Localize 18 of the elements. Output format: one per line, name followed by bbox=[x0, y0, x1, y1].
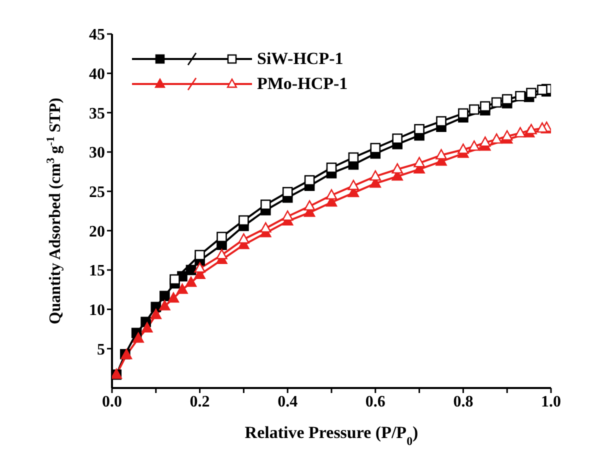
legend-label: PMo-HCP-1 bbox=[257, 74, 348, 94]
x-tick-label: 0.2 bbox=[190, 393, 210, 410]
y-tick-label: 15 bbox=[89, 262, 105, 280]
x-tick-label: 1.0 bbox=[541, 393, 561, 410]
y-tick-label: 20 bbox=[89, 223, 105, 240]
x-tick-label: 0.8 bbox=[453, 393, 474, 410]
legend-label: SiW-HCP-1 bbox=[257, 48, 344, 68]
y-tick-label: 10 bbox=[89, 302, 105, 320]
y-tick-label: 30 bbox=[89, 144, 105, 162]
y-tick-label: 45 bbox=[89, 26, 105, 44]
x-axis-title: Relative Pressure (P/P$_{0}$) bbox=[244, 423, 418, 448]
y-tick-label: 35 bbox=[89, 105, 105, 122]
x-tick-label: 0.6 bbox=[365, 393, 386, 410]
y-tick-label: 25 bbox=[89, 184, 105, 202]
x-tick-label: 0.4 bbox=[278, 393, 298, 410]
y-tick-label: 5 bbox=[97, 341, 105, 358]
x-tick-label: 0.0 bbox=[102, 393, 122, 410]
y-tick-label: 40 bbox=[89, 66, 105, 84]
